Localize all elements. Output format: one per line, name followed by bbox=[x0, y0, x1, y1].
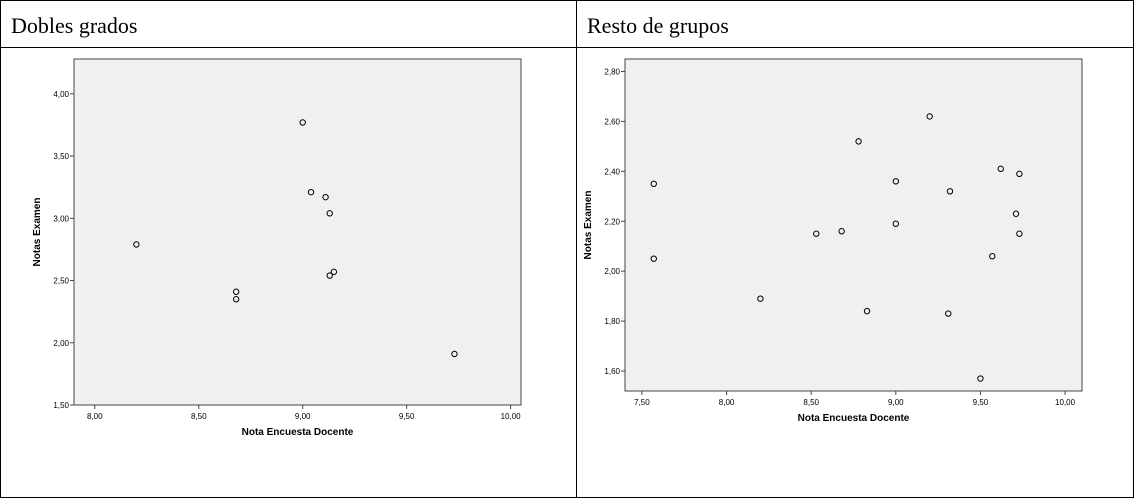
plot-area bbox=[73, 58, 522, 406]
scatter-point bbox=[863, 307, 871, 315]
x-axis-label: Nota Encuesta Docente bbox=[798, 413, 910, 424]
y-tick-label: 3,00 bbox=[53, 214, 69, 223]
scatter-point bbox=[650, 180, 657, 188]
scatter-point bbox=[326, 272, 333, 279]
scatter-point bbox=[326, 210, 333, 217]
y-tick-label: 2,80 bbox=[604, 67, 620, 76]
y-tick-label: 3,50 bbox=[53, 152, 69, 161]
x-tick-label: 8,00 bbox=[719, 398, 735, 407]
scatter-point bbox=[322, 193, 329, 201]
y-tick-label: 1,50 bbox=[53, 401, 69, 410]
scatter-chart-dobles-grados: 8,00 8,50 9,00 9,50 10,00 1,50 2,00 2,50 3,00 3,5… bbox=[32, 58, 522, 438]
scatter-chart-resto-grupos: 7,50 8,00 8,50 9,00 9,50 10,00 1,60 1,80 2,00 2,2… bbox=[583, 58, 1083, 424]
y-axis-label: Notas Examen bbox=[32, 198, 43, 267]
x-axis-label: Nota Encuesta Docente bbox=[242, 427, 354, 438]
x-tick-label: 9,00 bbox=[888, 398, 904, 407]
x-tick-label: 10,00 bbox=[501, 412, 522, 421]
y-tick-label: 2,00 bbox=[53, 339, 69, 348]
scatter-point bbox=[855, 138, 862, 145]
x-tick-label: 9,50 bbox=[973, 398, 989, 407]
scatter-point bbox=[1016, 230, 1023, 237]
scatter-point bbox=[451, 350, 458, 358]
y-tick-label: 2,50 bbox=[53, 277, 69, 286]
scatter-point bbox=[997, 165, 1004, 173]
y-axis-label: Notas Examen bbox=[583, 191, 594, 260]
x-tick-label: 10,00 bbox=[1055, 398, 1076, 407]
scatter-point bbox=[892, 178, 900, 185]
scatter-point bbox=[757, 295, 764, 302]
scatter-point bbox=[133, 241, 140, 248]
x-tick-label: 8,50 bbox=[803, 398, 819, 407]
y-tick-label: 4,00 bbox=[53, 90, 69, 99]
scatter-point bbox=[650, 255, 657, 262]
scatter-point bbox=[299, 119, 306, 126]
panel-title-right: Resto de grupos bbox=[576, 0, 1134, 48]
scatter-point bbox=[1012, 210, 1020, 217]
scatter-point bbox=[813, 230, 820, 237]
scatter-point bbox=[838, 228, 845, 235]
scatter-point bbox=[989, 253, 996, 260]
scatter-point bbox=[926, 113, 933, 120]
x-tick-label: 8,50 bbox=[191, 412, 207, 421]
panel-left: 8,00 8,50 9,00 9,50 10,00 1,50 2,00 2,50 3,00 3,5… bbox=[0, 47, 577, 498]
x-tick-label: 9,00 bbox=[295, 412, 311, 421]
y-tick-label: 2,00 bbox=[604, 267, 620, 276]
scatter-point bbox=[945, 310, 952, 317]
scatter-point bbox=[977, 375, 984, 382]
scatter-point bbox=[330, 268, 338, 276]
y-tick-label: 1,80 bbox=[604, 317, 620, 326]
y-tick-label: 1,60 bbox=[604, 367, 620, 376]
scatter-point bbox=[1016, 170, 1023, 178]
plot-area bbox=[624, 58, 1083, 392]
x-tick-label: 8,00 bbox=[87, 412, 103, 421]
panel-right: 7,50 8,00 8,50 9,00 9,50 10,00 1,60 1,80 2,00 2,2… bbox=[576, 47, 1134, 498]
y-tick-label: 2,40 bbox=[604, 167, 620, 176]
scatter-point bbox=[946, 188, 954, 195]
y-tick-label: 2,20 bbox=[604, 217, 620, 226]
panel-title-left: Dobles grados bbox=[0, 0, 577, 48]
x-tick-label: 9,50 bbox=[399, 412, 415, 421]
y-tick-label: 2,60 bbox=[604, 117, 620, 126]
x-tick-label: 7,50 bbox=[634, 398, 650, 407]
scatter-point bbox=[232, 288, 240, 295]
scatter-point bbox=[232, 296, 240, 303]
scatter-point bbox=[892, 220, 900, 227]
scatter-point bbox=[307, 188, 315, 196]
